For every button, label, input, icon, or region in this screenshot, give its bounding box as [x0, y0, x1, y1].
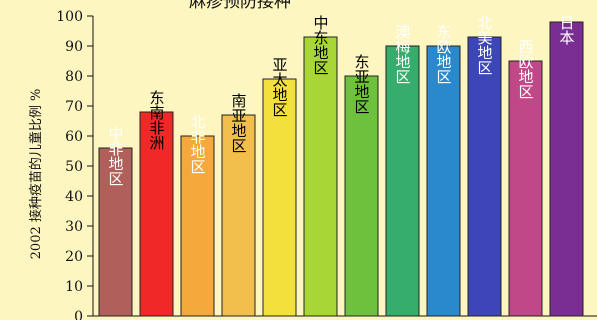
bar: [508, 60, 543, 317]
chart-title: 麻疹预防接种: [189, 0, 291, 12]
y-tick-label: 90: [65, 39, 83, 55]
y-tick-label: 100: [56, 9, 83, 25]
bar: [98, 147, 133, 317]
bar: [549, 21, 584, 317]
y-tick-label: 80: [65, 69, 83, 85]
bar-category-label: 南亚地区: [230, 93, 248, 153]
bar-category-label: 澳梅地区: [394, 24, 412, 84]
y-tick-label: 30: [65, 219, 83, 235]
y-tick-label: 40: [65, 189, 83, 205]
y-tick-label: 10: [65, 279, 83, 295]
bar-category-label: 北非地区: [189, 114, 207, 174]
y-axis-label: 2002 接种疫苗的儿童比例 %: [28, 89, 44, 260]
bar: [262, 78, 297, 317]
bar: [426, 45, 461, 317]
bar: [139, 111, 174, 317]
bar: [221, 114, 256, 317]
y-axis: 0 10 20 30 40 50 60 70 80 90 100: [56, 9, 597, 320]
bar: [180, 135, 215, 317]
bar-category-label: 日本: [558, 15, 576, 45]
y-tick-label: 60: [65, 129, 83, 145]
y-tick-label: 70: [65, 99, 83, 115]
bar: [467, 36, 502, 317]
y-tick-label: 50: [65, 159, 83, 175]
bar-category-label: 西欧地区: [517, 39, 535, 99]
bar-category-label: 东南非洲: [148, 90, 166, 150]
bar: [385, 45, 420, 317]
bar-category-label: 中非地区: [107, 126, 125, 186]
y-tick-label: 0: [74, 309, 83, 320]
bar-category-label: 东欧地区: [435, 24, 453, 84]
bar: [344, 75, 379, 317]
bar-category-label: 中东地区: [312, 15, 330, 75]
bar-category-label: 东亚地区: [353, 54, 371, 114]
bar: [303, 36, 338, 317]
bar-category-label: 北美地区: [476, 15, 494, 75]
bar-category-label: 亚太地区: [271, 57, 289, 117]
y-tick-label: 20: [65, 249, 83, 265]
